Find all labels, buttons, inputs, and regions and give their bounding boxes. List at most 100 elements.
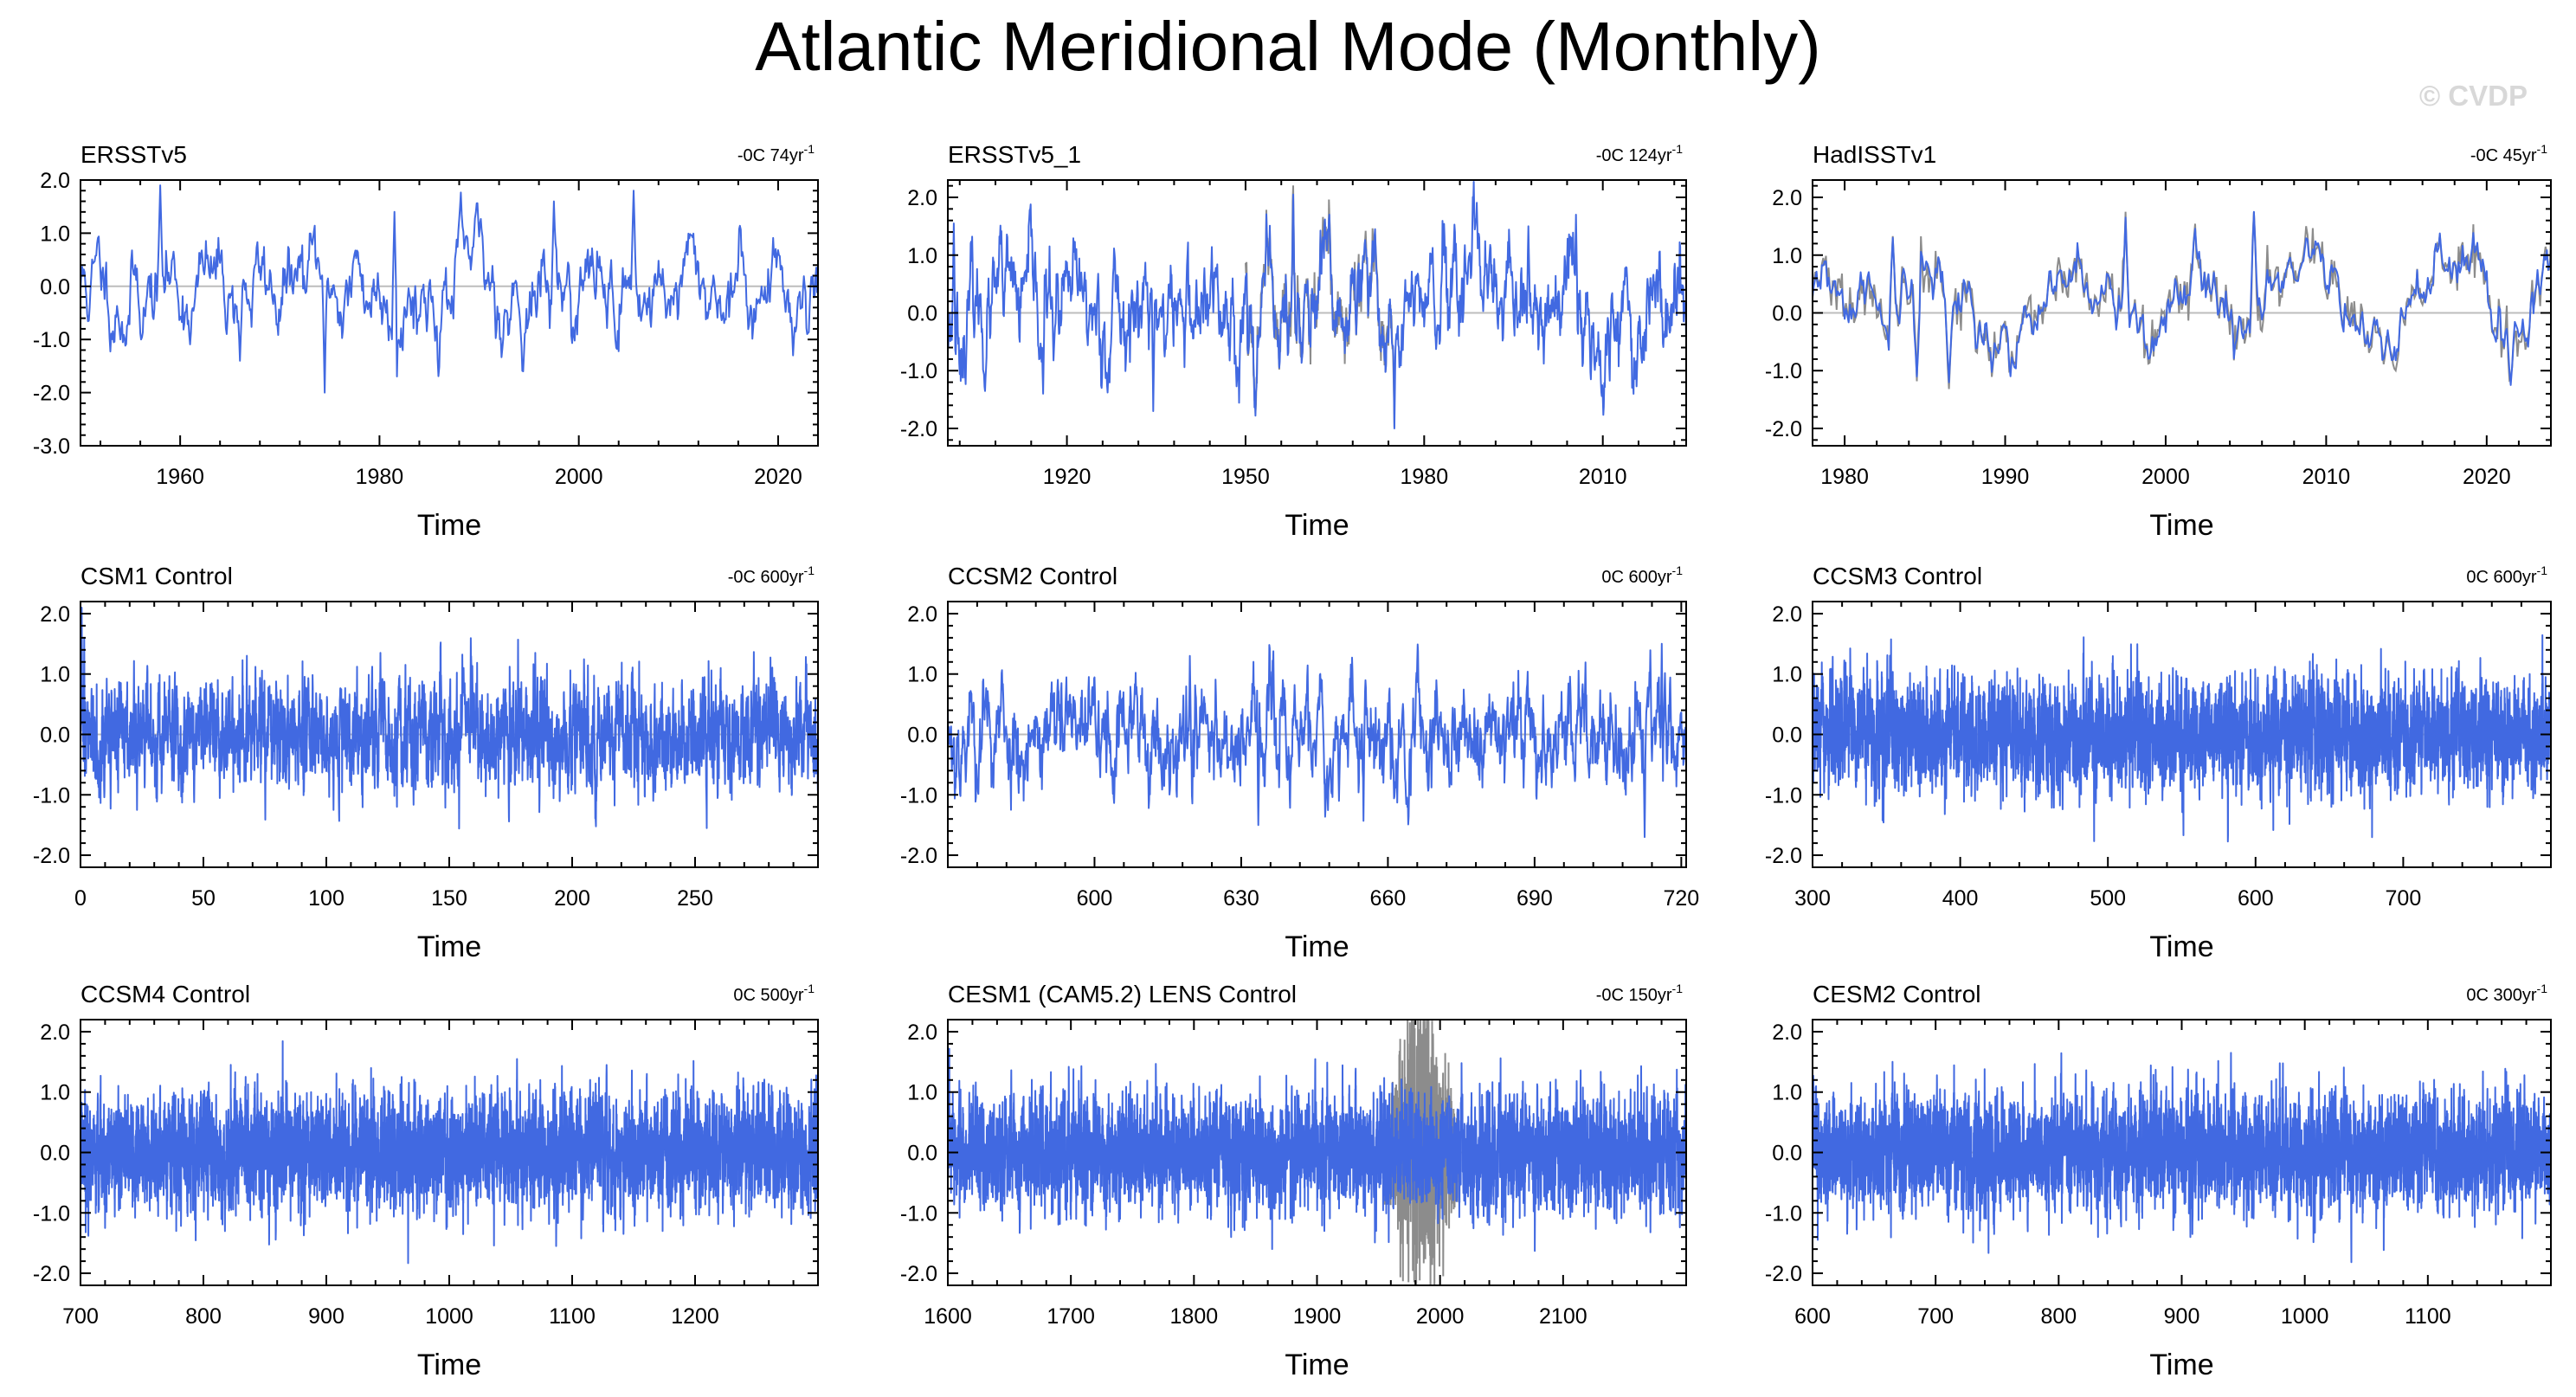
series-line: [80, 1040, 818, 1265]
x-tick-label: 400: [1942, 886, 1979, 911]
panel-title: ERSSTv5: [80, 141, 187, 168]
x-tick-label: 2010: [2302, 465, 2351, 489]
y-tick-label: 2.0: [1772, 602, 1802, 627]
x-tick-label: 1960: [156, 465, 204, 489]
x-tick-label: 200: [554, 886, 590, 911]
x-tick-label: 100: [308, 886, 345, 911]
panel-9: -2.0 -1.0 0.0 1.0 2.0 600 700 800 900 1000 1100 Tim…: [1765, 981, 2552, 1381]
x-tick-label: 1200: [671, 1304, 719, 1329]
y-tick-label: 0.0: [1772, 302, 1802, 326]
y-tick-label: 0.0: [907, 724, 937, 748]
credit-watermark: © CVDP: [2418, 80, 2528, 112]
y-tick-label: -3.0: [33, 435, 70, 459]
series-line: [948, 181, 1686, 429]
panel-title: CESM2 Control: [1813, 981, 1981, 1008]
trend-superscript: -1: [2537, 142, 2548, 156]
x-tick-label: 720: [1663, 886, 1699, 911]
x-tick-label: 1000: [425, 1304, 473, 1329]
x-tick-label: 500: [2090, 886, 2126, 911]
x-axis-label: Time: [2149, 1349, 2213, 1381]
x-tick-label: 600: [1794, 1304, 1831, 1329]
y-tick-label: -2.0: [33, 382, 70, 406]
x-tick-label: 1100: [549, 1304, 596, 1329]
figure-title: Atlantic Meridional Mode (Monthly): [755, 8, 1821, 85]
y-tick-label: 1.0: [1772, 1081, 1802, 1105]
secondary-series-line: [1245, 185, 1395, 428]
trend-superscript: -1: [804, 982, 815, 995]
y-tick-label: -1.0: [900, 359, 937, 383]
y-tick-label: 2.0: [40, 1020, 70, 1045]
y-tick-label: -2.0: [1765, 844, 1802, 868]
series-line: [948, 642, 1686, 839]
trend-annotation: 0C 600yr-1: [2466, 563, 2547, 587]
series-line: [948, 1047, 1686, 1252]
x-tick-label: 2020: [2463, 465, 2511, 489]
x-tick-label: 1980: [1401, 465, 1449, 489]
x-tick-label: 2100: [1539, 1304, 1587, 1329]
x-axis-label: Time: [1285, 509, 1349, 542]
x-tick-label: 690: [1517, 886, 1553, 911]
trend-superscript: -1: [2537, 982, 2548, 995]
y-tick-label: -1.0: [1765, 359, 1802, 383]
x-tick-label: 2020: [754, 465, 802, 489]
x-tick-label: 300: [1794, 886, 1831, 911]
y-tick-label: 1.0: [40, 1081, 70, 1105]
x-tick-label: 2000: [555, 465, 603, 489]
trend-superscript: -1: [1672, 563, 1684, 577]
x-tick-label: 2000: [2141, 465, 2190, 489]
trend-superscript: -1: [804, 563, 815, 577]
panel-2: -2.0 -1.0 0.0 1.0 2.0 1920 1950 1980 2010 Time ERS…: [900, 141, 1687, 542]
y-tick-label: 0.0: [1772, 724, 1802, 748]
plot-frame: [80, 179, 819, 447]
y-tick-label: 2.0: [40, 169, 70, 193]
trend-annotation: 0C 600yr-1: [1601, 563, 1683, 587]
y-tick-label: 2.0: [907, 186, 937, 210]
trend-annotation: -0C 124yr-1: [1596, 142, 1683, 165]
series-line: [80, 607, 818, 830]
x-tick-label: 1900: [1293, 1304, 1342, 1329]
y-tick-label: -2.0: [900, 844, 937, 868]
y-tick-label: 1.0: [1772, 244, 1802, 268]
y-tick-label: 2.0: [1772, 186, 1802, 210]
x-tick-label: 900: [308, 1304, 345, 1329]
panel-title: CCSM2 Control: [948, 563, 1117, 589]
y-tick-label: 0.0: [1772, 1142, 1802, 1166]
trend-superscript: -1: [1672, 982, 1684, 995]
x-axis-label: Time: [417, 930, 481, 963]
series-line: [1813, 210, 2551, 386]
panel-6: -2.0 -1.0 0.0 1.0 2.0 300 400 500 600 700 Time CCSM…: [1765, 563, 2552, 963]
trend-superscript: -1: [2537, 563, 2548, 577]
y-tick-label: -1.0: [900, 1201, 937, 1226]
x-tick-label: 800: [185, 1304, 222, 1329]
x-tick-label: 150: [431, 886, 467, 911]
panel-title: CESM1 (CAM5.2) LENS Control: [948, 981, 1297, 1008]
x-axis-label: Time: [417, 1349, 481, 1381]
panel-8: -2.0 -1.0 0.0 1.0 2.0 1600 1700 1800 1900 2000 210…: [900, 981, 1687, 1381]
x-axis-label: Time: [1285, 1349, 1349, 1381]
y-tick-label: -2.0: [1765, 417, 1802, 441]
y-tick-label: 0.0: [907, 302, 937, 326]
panel-title: ERSSTv5_1: [948, 141, 1081, 168]
series-line: [1813, 634, 2551, 843]
trend-superscript: -1: [1672, 142, 1684, 156]
y-tick-label: 0.0: [40, 1142, 70, 1166]
y-tick-label: 2.0: [1772, 1020, 1802, 1045]
panel-title: HadISSTv1: [1813, 141, 1936, 168]
x-tick-label: 1100: [2405, 1304, 2451, 1329]
trend-annotation: -0C 45yr-1: [2470, 142, 2547, 165]
panel-7: -2.0 -1.0 0.0 1.0 2.0 700 800 900 1000 1100 1200 Ti…: [33, 981, 819, 1381]
panel-3: -2.0 -1.0 0.0 1.0 2.0 1980 1990 2000 2010 2020 Tim…: [1765, 141, 2552, 542]
y-tick-label: 0.0: [40, 724, 70, 748]
x-tick-label: 250: [677, 886, 713, 911]
panel-5: -2.0 -1.0 0.0 1.0 2.0 600 630 660 690 720 Time CCSM…: [900, 563, 1699, 963]
y-tick-label: -2.0: [900, 417, 937, 441]
y-tick-label: 1.0: [907, 1081, 937, 1105]
series-line: [80, 184, 818, 394]
panel-1: -3.0 -2.0 -1.0 0.0 1.0 2.0 1960 1980 2000 2020 Tim…: [33, 141, 819, 542]
x-tick-label: 660: [1370, 886, 1407, 911]
y-tick-label: 2.0: [907, 602, 937, 627]
panel-title: CSM1 Control: [80, 563, 233, 589]
x-tick-label: 1980: [1820, 465, 1869, 489]
panel-4: -2.0 -1.0 0.0 1.0 2.0 0 50 100 150 200 250 Time CSM1…: [33, 563, 819, 963]
